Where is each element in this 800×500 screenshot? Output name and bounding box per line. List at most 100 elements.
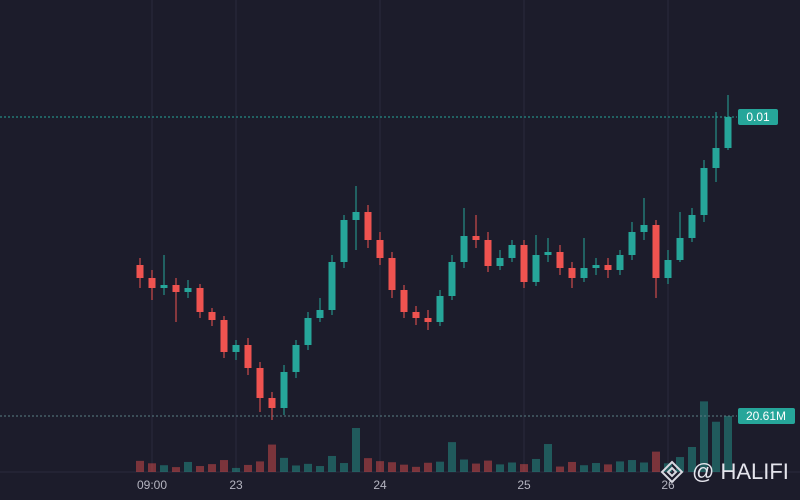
candle-body [568, 268, 576, 278]
candle-body [508, 245, 516, 258]
volume-bar [688, 447, 696, 472]
volume-bar [700, 401, 708, 472]
volume-bar [148, 463, 156, 472]
volume-bar [412, 466, 420, 472]
volume-bar [604, 464, 612, 472]
volume-bar [172, 467, 180, 472]
candle-body [484, 240, 492, 266]
volume-bar [496, 464, 504, 472]
volume-bar [712, 421, 720, 472]
candle-body [412, 312, 420, 318]
candle-body [544, 252, 552, 255]
last-volume-label: 20.61M [746, 409, 786, 423]
last-price-box [738, 109, 778, 125]
candle-body [172, 285, 180, 292]
candle-body [676, 238, 684, 260]
volume-bar [628, 460, 636, 472]
candle-body [460, 236, 468, 262]
volume-bar [256, 461, 264, 472]
candle-body [220, 320, 228, 352]
candle-body [664, 260, 672, 278]
watermark-logo [660, 460, 684, 484]
volume-bar [724, 416, 732, 472]
volume-bar [568, 461, 576, 472]
candle-body [640, 225, 648, 232]
candle-body [448, 262, 456, 296]
candle-body [148, 278, 156, 288]
volume-bar [352, 427, 360, 472]
candle-body [160, 285, 168, 288]
volume-bar [268, 444, 276, 472]
volume-bar [652, 451, 660, 472]
candle-body [472, 236, 480, 240]
volume-bar [160, 465, 168, 472]
x-tick-label: 23 [229, 478, 243, 492]
volume-bar [304, 463, 312, 472]
candle-body [280, 372, 288, 408]
candle-body [700, 168, 708, 215]
volume-bar [232, 467, 240, 472]
volume-bar [316, 466, 324, 472]
candle-body [268, 398, 276, 408]
candle-body [400, 290, 408, 312]
candle-body [304, 318, 312, 345]
last-volume-box [738, 408, 795, 425]
candle-body [628, 232, 636, 255]
candle-body [364, 212, 372, 240]
logo-inner [666, 466, 678, 478]
volume-bar [532, 458, 540, 472]
candle-body [616, 255, 624, 270]
volume-bar [544, 444, 552, 472]
candle-body [520, 245, 528, 282]
volume-bar [136, 460, 144, 472]
volume-bar [220, 460, 228, 472]
candle-body [712, 148, 720, 168]
candle-body [532, 255, 540, 282]
volume-bar [472, 463, 480, 472]
x-tick-label: 24 [373, 478, 387, 492]
x-tick-label: 25 [517, 478, 531, 492]
candle-body [244, 345, 252, 368]
volume-bar [328, 455, 336, 472]
volume-bar [484, 460, 492, 472]
candle-body [208, 312, 216, 320]
volume-bar [676, 457, 684, 472]
volume-bar [664, 463, 672, 472]
candle-body [136, 265, 144, 278]
logo-diamond [660, 460, 684, 484]
candle-body [316, 310, 324, 318]
volume-bar [196, 466, 204, 472]
volume-bar [376, 461, 384, 472]
volume-bar [340, 463, 348, 472]
volume-bar [388, 462, 396, 472]
candle-body [688, 215, 696, 238]
candle-body [232, 345, 240, 352]
volume-bar [244, 464, 252, 472]
candle-body [184, 288, 192, 292]
candle-body [604, 265, 612, 270]
candle-body [292, 345, 300, 372]
candle-body [592, 265, 600, 268]
volume-bar [280, 457, 288, 472]
candle-body [724, 117, 732, 148]
volume-bar [460, 459, 468, 472]
volume-bar [436, 461, 444, 472]
candle-body [556, 252, 564, 268]
volume-bar [448, 442, 456, 472]
last-price-label: 0.01 [746, 110, 770, 124]
candle-body [388, 258, 396, 290]
candle-body [196, 288, 204, 312]
volume-bar [424, 462, 432, 472]
volume-bar [400, 464, 408, 472]
volume-bar [520, 464, 528, 472]
volume-bar [556, 466, 564, 472]
volume-bar [508, 462, 516, 472]
volume-bar [292, 465, 300, 472]
volume-bar [208, 464, 216, 472]
volume-bar [592, 463, 600, 472]
x-tick-label: 09:00 [137, 478, 167, 492]
candle-body [424, 318, 432, 322]
